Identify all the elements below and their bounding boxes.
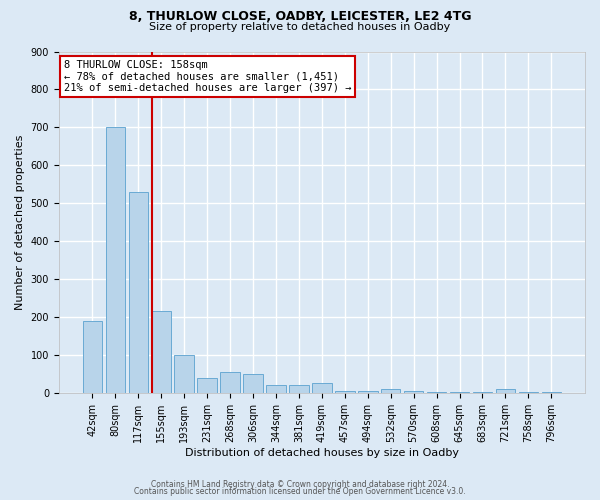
Bar bbox=[266, 386, 286, 393]
Bar bbox=[335, 391, 355, 393]
Text: Contains HM Land Registry data © Crown copyright and database right 2024.: Contains HM Land Registry data © Crown c… bbox=[151, 480, 449, 489]
Bar bbox=[83, 321, 102, 393]
Bar bbox=[220, 372, 240, 393]
Text: Contains public sector information licensed under the Open Government Licence v3: Contains public sector information licen… bbox=[134, 487, 466, 496]
Bar bbox=[473, 392, 492, 393]
Bar bbox=[427, 392, 446, 393]
Bar bbox=[289, 386, 308, 393]
Text: 8, THURLOW CLOSE, OADBY, LEICESTER, LE2 4TG: 8, THURLOW CLOSE, OADBY, LEICESTER, LE2 … bbox=[129, 10, 471, 23]
Bar bbox=[450, 392, 469, 393]
Bar bbox=[197, 378, 217, 393]
Bar bbox=[358, 391, 377, 393]
Y-axis label: Number of detached properties: Number of detached properties bbox=[15, 134, 25, 310]
Bar bbox=[152, 312, 171, 393]
Bar bbox=[128, 192, 148, 393]
Bar bbox=[518, 392, 538, 393]
X-axis label: Distribution of detached houses by size in Oadby: Distribution of detached houses by size … bbox=[185, 448, 459, 458]
Bar bbox=[381, 389, 400, 393]
Bar bbox=[404, 391, 424, 393]
Bar bbox=[312, 384, 332, 393]
Bar bbox=[244, 374, 263, 393]
Bar bbox=[106, 128, 125, 393]
Bar bbox=[542, 392, 561, 393]
Text: 8 THURLOW CLOSE: 158sqm
← 78% of detached houses are smaller (1,451)
21% of semi: 8 THURLOW CLOSE: 158sqm ← 78% of detache… bbox=[64, 60, 352, 93]
Bar bbox=[175, 355, 194, 393]
Bar bbox=[496, 389, 515, 393]
Text: Size of property relative to detached houses in Oadby: Size of property relative to detached ho… bbox=[149, 22, 451, 32]
